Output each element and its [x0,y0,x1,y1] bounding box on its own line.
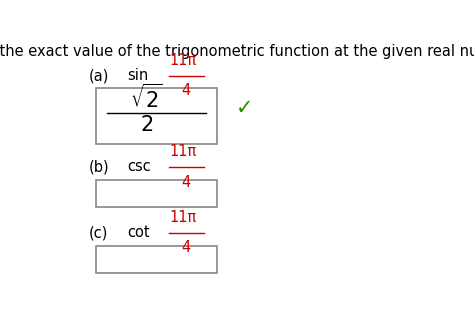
Text: 4: 4 [181,175,191,190]
Text: cot: cot [127,225,150,240]
Bar [96,88,217,144]
Text: 2: 2 [140,115,154,135]
Text: (a): (a) [89,68,109,83]
Text: Find the exact value of the trigonometric function at the given real number.: Find the exact value of the trigonometri… [0,44,474,59]
Text: 4: 4 [181,240,191,255]
Text: 11π: 11π [169,144,197,159]
Text: 11π: 11π [169,53,197,68]
Text: 11π: 11π [169,210,197,225]
Text: (b): (b) [89,159,109,174]
Bar [96,180,217,207]
Text: sin: sin [127,68,148,83]
Text: (c): (c) [89,225,108,240]
Text: csc: csc [127,159,151,174]
Text: ✓: ✓ [236,99,253,118]
Text: $\sqrt{2}$: $\sqrt{2}$ [130,84,164,112]
Bar [96,246,217,273]
Text: 4: 4 [181,83,191,98]
